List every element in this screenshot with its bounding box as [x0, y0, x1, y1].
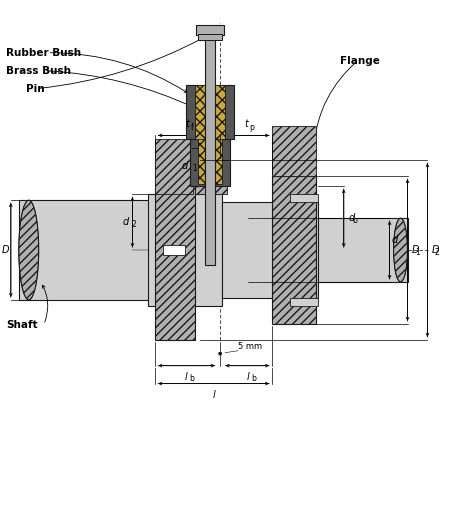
Bar — [222, 202, 318, 298]
Bar — [195, 139, 227, 194]
Text: f: f — [191, 123, 194, 132]
Text: Rubber Bush: Rubber Bush — [6, 48, 81, 58]
Text: D: D — [1, 245, 9, 255]
Bar — [155, 139, 193, 194]
Ellipse shape — [19, 200, 39, 300]
Bar — [148, 194, 222, 306]
Text: b: b — [252, 374, 256, 383]
Bar — [19, 200, 185, 300]
Text: D: D — [431, 245, 439, 255]
Text: Shaft: Shaft — [6, 320, 37, 330]
Bar — [290, 194, 318, 202]
Text: b: b — [352, 216, 357, 225]
Bar — [205, 35, 215, 265]
Bar — [272, 176, 316, 324]
Text: d: d — [392, 235, 398, 245]
Text: t: t — [244, 120, 248, 129]
Text: 5 mm: 5 mm — [238, 342, 262, 350]
Text: 1: 1 — [191, 164, 197, 173]
Bar — [290, 298, 318, 306]
Text: l: l — [246, 372, 249, 382]
Bar — [248, 218, 408, 282]
Text: Flange: Flange — [340, 56, 380, 66]
Bar — [198, 112, 222, 184]
Ellipse shape — [393, 218, 408, 282]
Text: d: d — [182, 161, 188, 171]
Bar — [195, 85, 225, 139]
Text: l: l — [184, 372, 187, 382]
Text: 1: 1 — [415, 248, 420, 257]
Bar — [196, 25, 224, 35]
Text: 2: 2 — [132, 220, 137, 229]
Bar — [186, 85, 234, 139]
Text: b: b — [189, 374, 194, 383]
Text: Brass Bush: Brass Bush — [6, 66, 71, 75]
Bar — [190, 107, 230, 186]
Text: p: p — [249, 123, 255, 132]
Text: l: l — [212, 389, 215, 399]
Bar — [164, 245, 185, 255]
Text: d: d — [349, 213, 355, 223]
Bar — [272, 126, 316, 176]
Text: t: t — [186, 120, 190, 129]
Text: 2: 2 — [435, 248, 440, 257]
Text: D: D — [411, 245, 419, 255]
Text: Pin: Pin — [26, 84, 45, 94]
Bar — [155, 160, 195, 340]
Bar — [198, 34, 222, 40]
Text: d: d — [122, 217, 128, 227]
